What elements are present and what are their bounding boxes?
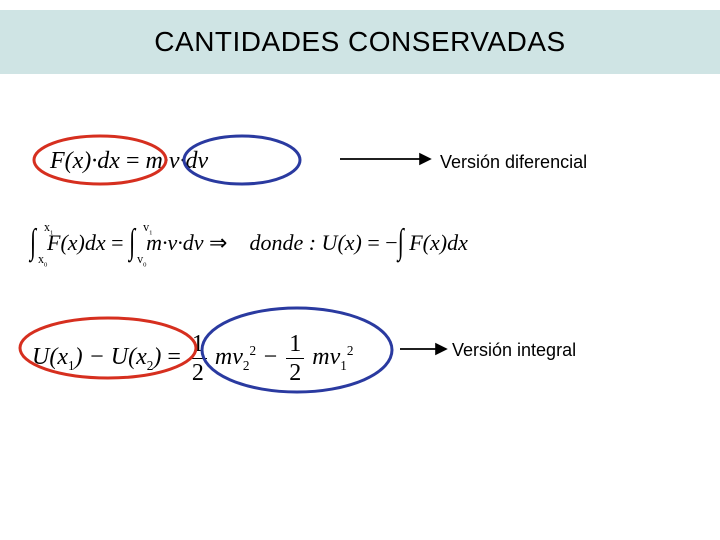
slide-stage: CANTIDADES CONSERVADAS F(x)·dx = m·v·dv … [0, 0, 720, 540]
formula-integral-definition: x1∫x0 F(x)dx = v1∫v0 m·v·dv ⇒ donde : U(… [30, 230, 468, 256]
label-version-integral: Versión integral [452, 340, 576, 361]
formula-integral-result: U(x1) − U(x2) = 12 mv22 − 12 mv12 [32, 332, 353, 385]
title-bar: CANTIDADES CONSERVADAS [0, 10, 720, 74]
formula-differential: F(x)·dx = m·v·dv [50, 148, 208, 175]
annotation-overlay [0, 0, 720, 540]
slide-title: CANTIDADES CONSERVADAS [154, 26, 565, 58]
label-version-diferencial: Versión diferencial [440, 152, 587, 173]
